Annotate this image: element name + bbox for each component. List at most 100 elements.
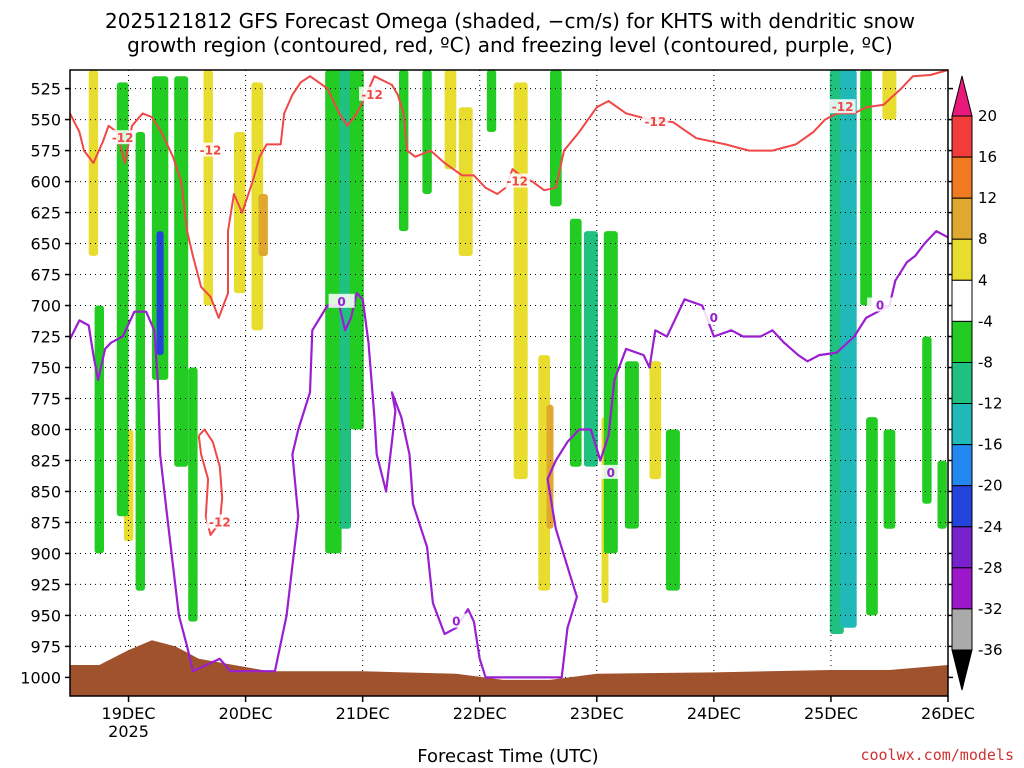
x-tick-label: 26DEC (921, 704, 975, 723)
y-tick-label: 850 (30, 482, 61, 501)
y-tick-label: 525 (30, 80, 61, 99)
omega-band (882, 70, 897, 120)
terrain-fill (70, 640, 948, 696)
omega-band (569, 218, 582, 467)
colorbar-label: 8 (978, 230, 988, 248)
omega-band (860, 70, 872, 306)
colorbar-label: -4 (978, 312, 993, 330)
omega-band (583, 231, 598, 467)
colorbar-bin (951, 403, 973, 446)
dgz-contour-upper (69, 69, 949, 319)
freezing-contour-label: 0 (452, 615, 460, 629)
colorbar-label: -16 (978, 436, 1003, 454)
x-tick-label: 19DEC (102, 704, 156, 723)
omega-band (486, 70, 497, 132)
y-tick-label: 975 (30, 637, 61, 656)
y-tick-label: 800 (30, 420, 61, 439)
y-tick-label: 950 (30, 606, 61, 625)
dgz-contour-label: -12 (209, 515, 231, 529)
dgz-contour-label: -12 (506, 175, 528, 189)
dgz-contour-label: -12 (644, 115, 666, 129)
y-tick-label: 875 (30, 513, 61, 532)
plot-background (70, 70, 948, 696)
freezing-contour-label-bg (328, 293, 355, 308)
omega-band (151, 76, 169, 380)
omega-band (649, 361, 662, 480)
colorbar-label: 12 (978, 189, 997, 207)
dgz-contour-label-bg (359, 86, 386, 101)
y-tick-label: 750 (30, 359, 61, 378)
contour-lines: -12 -12 -12 -12 -12 -12 -12 0 0 0 0 0 (69, 69, 949, 679)
y-tick-label: 725 (30, 328, 61, 347)
freezing-contour-label: 0 (710, 311, 718, 325)
x-tick-label: 23DEC (570, 704, 624, 723)
freezing-contour-label-bg (443, 613, 470, 628)
freezing-contour-label-bg (700, 309, 727, 324)
omega-band (603, 231, 618, 554)
terrain-polygon (70, 640, 948, 696)
colorbar-label: -12 (978, 395, 1003, 413)
x-tick-label: 20DEC (219, 704, 273, 723)
colorbar-bin (951, 238, 973, 281)
colorbar-label: 4 (978, 271, 988, 289)
omega-band (937, 460, 947, 529)
colorbar-bin (951, 485, 973, 528)
colorbar-bin (951, 156, 973, 199)
freezing-contour-label: 0 (607, 466, 615, 480)
omega-band (624, 361, 639, 529)
plot-area: -12 -12 -12 -12 -12 -12 -12 0 0 0 0 0 (69, 69, 949, 697)
omega-band (251, 82, 264, 331)
omega-band (665, 429, 680, 591)
freezing-contour-label: 0 (876, 299, 884, 313)
x-tick-label: 25DEC (804, 704, 858, 723)
colorbar-label: -8 (978, 354, 993, 372)
colorbar-bin (951, 567, 973, 610)
y-tick-label: 925 (30, 575, 61, 594)
freezing-contour-label: 0 (337, 295, 345, 309)
omega-band (349, 70, 364, 430)
colorbar-label: -36 (978, 641, 1003, 659)
colorbar-label: 20 (978, 107, 997, 125)
colorbar-top-arrow (951, 75, 973, 117)
y-tick-label: 650 (30, 235, 61, 254)
y-tick-label: 1000 (20, 668, 61, 687)
colorbar-label: -20 (978, 477, 1003, 495)
colorbar-bin (951, 526, 973, 569)
omega-band (258, 194, 268, 256)
omega-band (866, 417, 878, 616)
x-axis-label: Forecast Time (UTC) (417, 746, 598, 767)
colorbar-label: -28 (978, 559, 1003, 577)
omega-band (188, 367, 198, 622)
omega-band (94, 305, 104, 554)
dgz-contour-label-bg (829, 99, 856, 114)
plot-frame (69, 69, 949, 697)
omega-band (922, 336, 932, 504)
dgz-contour-label: -12 (200, 144, 222, 158)
y-tick-label: 625 (30, 204, 61, 223)
colorbar-label: 16 (978, 148, 997, 166)
freezing-level-contour (69, 230, 949, 679)
chart-title-line-1: 2025121812 GFS Forecast Omega (shaded, −… (105, 9, 915, 33)
x-tick-label: 21DEC (336, 704, 390, 723)
omega-band (116, 82, 129, 517)
x-tick-label: 22DEC (453, 704, 507, 723)
dgz-contour-label-bg (109, 130, 136, 145)
y-tick-label: 600 (30, 173, 61, 192)
y-tick-label: 675 (30, 266, 61, 285)
omega-band (883, 429, 896, 529)
y-tick-label: 775 (30, 389, 61, 408)
colorbar: 20 16 12 8 4 -4 -8 -12 -16 -20 -24 -28 -32 -36 (951, 75, 1003, 691)
omega-band (399, 70, 409, 232)
omega-band (513, 82, 528, 480)
colorbar-bin (951, 197, 973, 240)
omega-band (135, 132, 145, 591)
freezing-contour-label-bg (867, 297, 894, 312)
dgz-contour-label: -12 (832, 100, 854, 114)
colorbar-bin (951, 320, 973, 363)
colorbar-label: -32 (978, 600, 1003, 618)
dgz-contour-label: -12 (361, 88, 383, 102)
y-tick-label: 550 (30, 111, 61, 130)
colorbar-bottom-arrow (951, 649, 973, 691)
